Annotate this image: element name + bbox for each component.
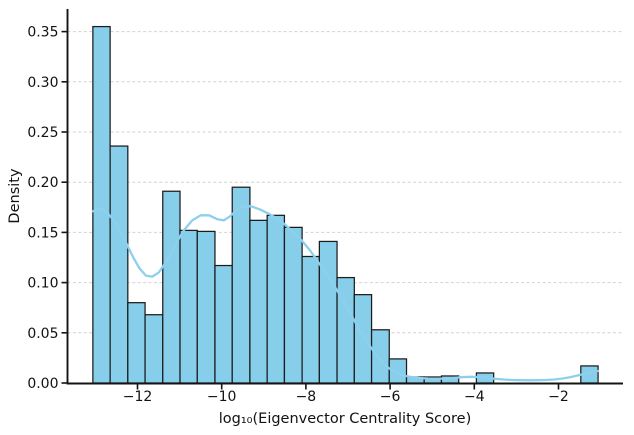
- x-tick-label: −6: [380, 389, 401, 405]
- x-tick-label: −4: [464, 389, 485, 405]
- histogram-bar: [370, 329, 390, 384]
- y-tick-label: 0.25: [27, 125, 58, 141]
- y-tick-label: 0.15: [27, 225, 58, 241]
- histogram-bar: [283, 226, 303, 384]
- histogram-bar: [179, 229, 198, 384]
- histogram-bar: [196, 230, 216, 384]
- histogram-bar: [214, 264, 233, 384]
- y-tick-label: 0.20: [27, 175, 58, 191]
- x-tick-label: −2: [548, 389, 569, 405]
- histogram-bar: [301, 255, 320, 384]
- y-tick-label: 0.30: [27, 75, 58, 91]
- histogram-bar: [127, 302, 146, 384]
- y-tick-label: 0.10: [27, 276, 58, 292]
- histogram-bar: [162, 190, 181, 384]
- x-tick-label: −12: [123, 389, 153, 405]
- x-axis-title: log₁₀(Eigenvector Centrality Score): [218, 411, 472, 427]
- kde-curve: [91, 205, 600, 382]
- histogram-bar: [249, 219, 268, 384]
- histogram-bar: [266, 214, 286, 384]
- histogram-bar: [318, 240, 338, 384]
- histogram-bar: [353, 294, 373, 384]
- histogram-bar: [92, 25, 111, 384]
- y-tick-label: 0.05: [27, 326, 58, 342]
- y-tick-label: 0.00: [27, 376, 58, 392]
- x-tick-label: −10: [207, 389, 237, 405]
- histogram-bar: [231, 186, 251, 384]
- y-tick-label: 0.35: [27, 25, 58, 41]
- x-tick-label: −8: [296, 389, 317, 405]
- histogram-bar: [109, 145, 129, 384]
- y-axis-title: Density: [7, 168, 23, 224]
- histogram-bar: [144, 314, 164, 384]
